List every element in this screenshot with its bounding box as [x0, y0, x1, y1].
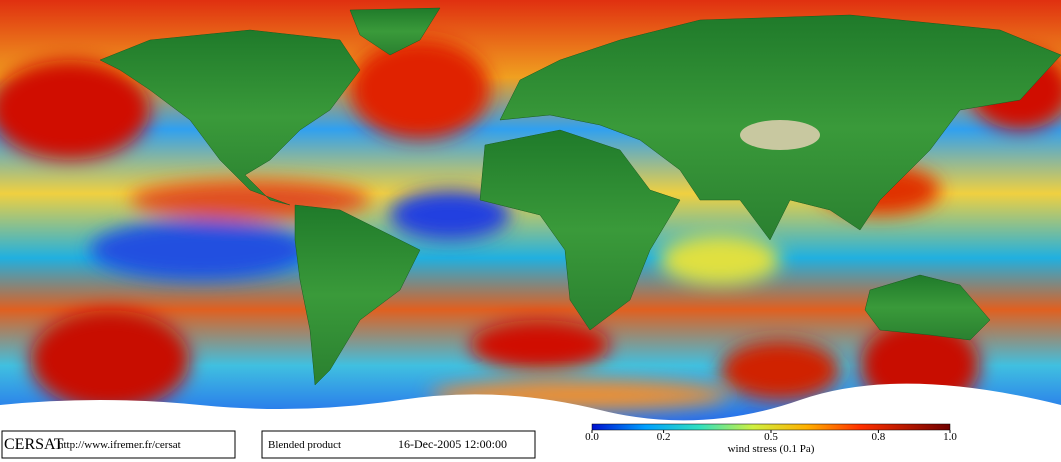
plateau [740, 120, 820, 150]
colorbar-tick-label: 0.2 [657, 431, 671, 443]
colorbar-tick-label: 0.8 [872, 431, 886, 443]
logo: CERSAT [4, 436, 64, 453]
colorbar-tick-label: 0.0 [585, 431, 599, 443]
colorbar-tick-label: 0.5 [764, 431, 778, 443]
logo-box [1, 430, 236, 459]
colorbar-label: wind stress (0.1 Pa) [728, 443, 815, 455]
url: http://www.ifremer.fr/cersat [58, 439, 181, 451]
date: 16-Dec-2005 12:00:00 [398, 437, 507, 451]
colorbar [591, 423, 951, 431]
product: Blended product [268, 439, 341, 451]
colorbar-tick-label: 1.0 [943, 431, 957, 443]
info-box [261, 430, 536, 459]
antarctica [0, 383, 1061, 430]
